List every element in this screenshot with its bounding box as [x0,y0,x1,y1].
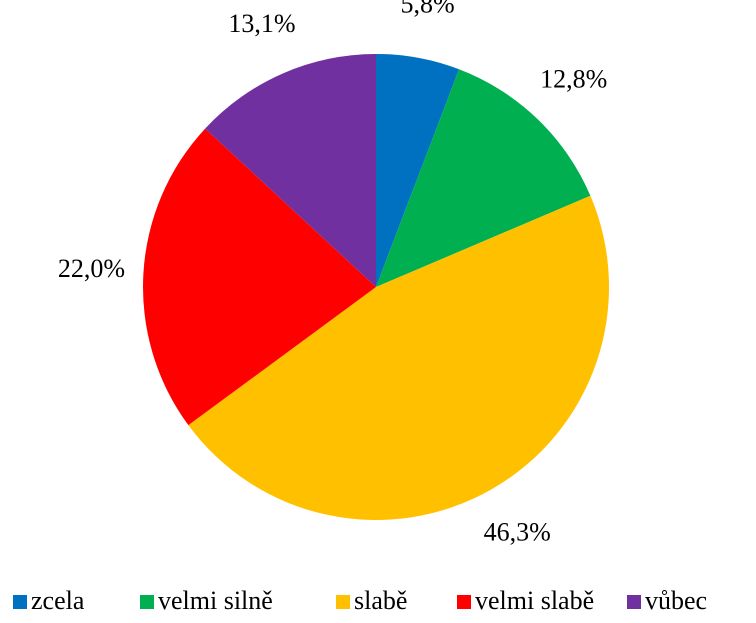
legend-swatch [627,595,641,609]
legend-label: vůbec [645,586,707,615]
data-label: 46,3% [484,518,551,547]
legend-label: slabě [354,586,407,615]
legend-label: velmi silně [158,586,273,615]
pie-slice [376,54,460,287]
pie-slice [376,69,591,287]
data-label: 22,0% [58,254,125,283]
pie-slice [188,195,609,520]
legend-swatch [336,595,350,609]
pie-slice [205,54,376,287]
data-label: 12,8% [540,65,607,94]
legend-swatch [140,595,154,609]
data-label: 5,8% [401,0,455,19]
pie-slice [142,128,376,426]
legend-swatch [457,595,471,609]
legend-label: zcela [31,586,85,615]
legend-swatch [13,595,27,609]
legend-label: velmi slabě [475,586,594,615]
data-label: 13,1% [228,9,295,38]
